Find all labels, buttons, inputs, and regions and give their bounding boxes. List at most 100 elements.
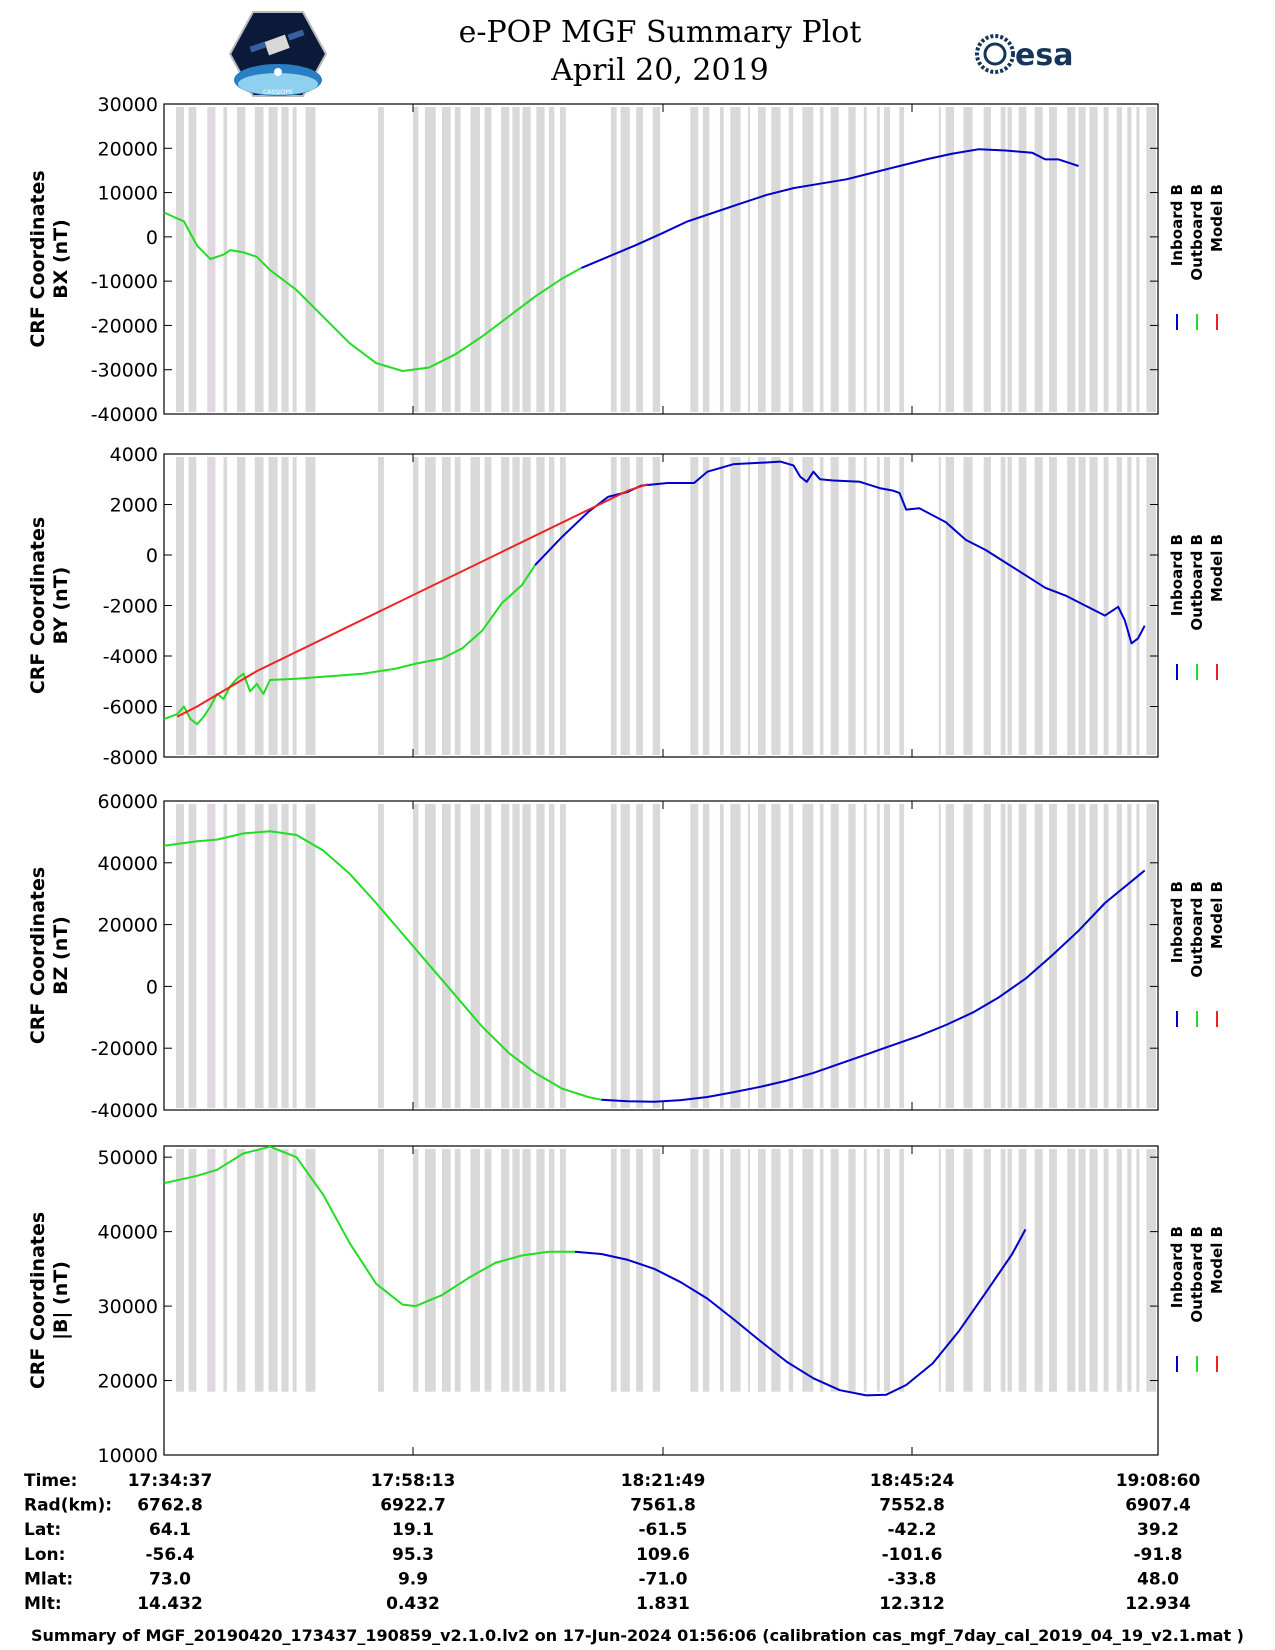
info-cell: 6762.8 — [137, 1496, 203, 1516]
data-gap-band — [176, 457, 184, 755]
data-gap-band — [848, 804, 856, 1108]
data-gap-band — [788, 804, 794, 1108]
data-gap-band — [548, 804, 555, 1108]
data-gap-band — [1103, 804, 1109, 1108]
data-gap-band — [268, 1149, 278, 1392]
series-line-outboard-b — [163, 830, 602, 1101]
data-gap-band — [305, 1149, 316, 1392]
data-gap-band — [1146, 1149, 1156, 1392]
y-tick-label: 4000 — [110, 444, 158, 466]
data-gap-band — [237, 804, 246, 1108]
data-gap-band — [802, 1149, 814, 1392]
y-tick-label: 20000 — [98, 915, 158, 937]
legend-label: Outboard B — [1188, 534, 1206, 631]
title-line-2: April 20, 2019 — [551, 53, 769, 88]
y-tick-label: -8000 — [103, 747, 158, 769]
info-cell: -61.5 — [639, 1520, 688, 1540]
data-gap-band — [702, 107, 710, 412]
data-gap-band — [512, 457, 520, 755]
data-gap-band — [176, 107, 184, 412]
data-gap-band — [899, 457, 905, 755]
data-gap-band — [424, 107, 436, 412]
data-gap-band — [281, 457, 289, 755]
y-tick-label: 30000 — [98, 1296, 158, 1318]
legend-label: Outboard B — [1188, 184, 1206, 281]
y-axis-label: CRF CoordinatesBX (nT) — [27, 170, 72, 347]
data-gap-band — [652, 804, 661, 1108]
data-gap-band — [441, 1149, 451, 1392]
cassiope-logo-icon: CASSIOPE — [228, 11, 328, 97]
y-axis-label-line-1: CRF Coordinates — [27, 517, 49, 694]
data-gap-band — [1018, 804, 1027, 1108]
data-gap-band — [830, 1149, 839, 1392]
info-cell: 1.831 — [636, 1594, 690, 1614]
data-gap-band — [1089, 457, 1098, 755]
data-gap-band — [945, 1149, 955, 1392]
panel-3: 60000 40000 20000 0 -20000 -40000 CRF Coordina… — [27, 791, 1226, 1122]
data-gap-band — [945, 804, 955, 1108]
data-gap-band — [223, 457, 228, 755]
info-cell: 7552.8 — [879, 1496, 945, 1516]
data-gap-band — [413, 1149, 419, 1392]
data-gap-band — [1049, 1149, 1057, 1392]
series-line-inboard-b — [574, 1228, 1027, 1397]
data-gap-band — [1049, 457, 1057, 755]
info-cell: 18:21:49 — [621, 1471, 706, 1491]
data-gap-band — [719, 804, 724, 1108]
data-gap-band — [512, 1149, 520, 1392]
data-gap-band — [424, 1149, 436, 1392]
data-gap-band — [1000, 804, 1006, 1108]
data-gap-band — [305, 457, 316, 755]
data-gap-band — [1034, 457, 1043, 755]
data-gap-band — [690, 457, 699, 755]
data-gap-band — [1116, 107, 1122, 412]
info-cell: -42.2 — [888, 1520, 937, 1540]
data-gap-band — [1078, 457, 1086, 755]
data-gap-band — [1007, 1149, 1012, 1392]
data-gap-band — [1034, 1149, 1043, 1392]
plot-frame — [163, 103, 1159, 415]
data-gap-band — [254, 457, 264, 755]
data-gap-band — [983, 457, 991, 755]
y-axis-label-line-2: BZ (nT) — [50, 916, 72, 995]
y-tick-label: 0 — [146, 545, 158, 567]
data-gap-band — [1136, 457, 1140, 755]
data-gap-band — [863, 107, 867, 412]
y-tick-label: 0 — [146, 227, 158, 249]
data-gap-band — [830, 107, 839, 412]
panel-1: 30000 20000 10000 0 -10000 -20000 -30000 -40000… — [27, 94, 1226, 426]
data-gap-band — [188, 107, 197, 412]
data-gap-band — [788, 107, 794, 412]
data-gap-band — [1127, 457, 1132, 755]
data-gap-band — [441, 107, 451, 412]
legend-label: Model B — [1208, 534, 1226, 602]
info-cell: -56.4 — [146, 1545, 195, 1565]
data-gap-band — [938, 457, 941, 755]
data-gap-band — [830, 804, 839, 1108]
data-gap-band — [470, 457, 480, 755]
info-cell: 19:08:60 — [1116, 1471, 1201, 1491]
data-gap-band — [636, 457, 643, 755]
data-gap-band — [560, 457, 566, 755]
info-cell: -101.6 — [882, 1545, 943, 1565]
data-gap-band — [848, 107, 856, 412]
data-gap-band — [536, 1149, 545, 1392]
data-gap-band — [1000, 457, 1006, 755]
info-cell: -91.8 — [1134, 1545, 1183, 1565]
data-gap-band — [254, 804, 264, 1108]
data-gap-band — [848, 1149, 856, 1392]
data-gap-band — [413, 457, 419, 755]
data-gap-band — [1007, 107, 1012, 412]
data-gap-band — [484, 1149, 492, 1392]
data-gap-band — [983, 107, 991, 412]
info-cell: 39.2 — [1137, 1520, 1179, 1540]
y-tick-label: 40000 — [98, 853, 158, 875]
y-tick-label: -10000 — [91, 271, 158, 293]
data-gap-band — [1078, 1149, 1086, 1392]
data-gap-band — [512, 107, 520, 412]
info-row-label: Lat: — [24, 1520, 61, 1540]
data-gap-band — [223, 107, 228, 412]
data-gap-band — [819, 1149, 824, 1392]
info-cell: 9.9 — [398, 1569, 428, 1589]
data-gap-band — [788, 1149, 794, 1392]
